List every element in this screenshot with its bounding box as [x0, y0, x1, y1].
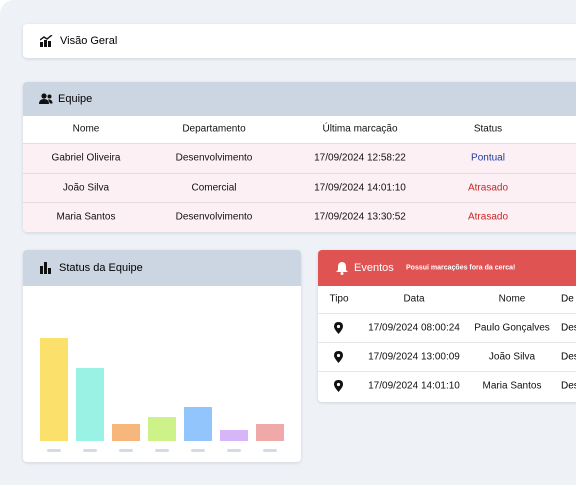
x-label-placeholder	[191, 449, 205, 452]
table-cell: Paulo Gonçalves	[474, 322, 550, 334]
table-row	[318, 342, 576, 372]
table-cell: 17/09/2024 14:01:10	[314, 182, 406, 193]
column-header: Departamento	[182, 123, 246, 135]
page-title: Visão Geral	[60, 35, 118, 47]
column-header: Status	[473, 123, 503, 135]
overview-bar: Visão Geral	[23, 24, 576, 58]
table-row	[23, 172, 576, 203]
users-icon	[39, 93, 53, 104]
table-cell: Des	[561, 351, 576, 363]
table-cell: 17/09/2024 08:00:24	[368, 322, 460, 334]
x-label-placeholder	[83, 449, 97, 452]
column-header: Data	[403, 293, 425, 305]
x-label-placeholder	[155, 449, 169, 452]
status-cell: Atrasado	[467, 182, 509, 193]
table-cell: 17/09/2024 14:01:10	[368, 380, 460, 392]
chart-icon	[40, 35, 53, 47]
table-cell: João Silva	[488, 351, 536, 363]
column-header: Nome	[72, 123, 100, 135]
bar	[256, 424, 284, 441]
table-row	[318, 371, 576, 401]
column-header: De	[561, 293, 574, 305]
bell-icon	[336, 262, 348, 275]
events-alert: Possui marcações fora da cerca!	[406, 264, 516, 272]
column-header: Nome	[498, 293, 526, 305]
table-row	[23, 202, 576, 232]
bar	[40, 338, 68, 441]
pin-icon	[334, 380, 343, 392]
events-title: Eventos	[354, 262, 394, 274]
chart	[40, 338, 284, 452]
chart-title: Status da Equipe	[59, 262, 143, 274]
table-row	[23, 143, 576, 173]
events-card: Eventos Possui marcações fora da cerca! …	[318, 250, 576, 402]
table-cell: Desenvolvimento	[175, 211, 253, 223]
status-cell: Atrasado	[467, 211, 509, 223]
column-header: Tipo	[329, 293, 349, 305]
table-cell: Des	[561, 380, 576, 392]
x-label-placeholder	[227, 449, 241, 452]
team-card: Equipe Nome Departamento Última marcação St…	[23, 82, 576, 232]
table-cell: João Silva	[62, 182, 110, 193]
bar	[76, 368, 104, 441]
column-header: Última marcação	[322, 123, 398, 135]
table-cell: Maria Santos	[482, 380, 542, 392]
team-title: Equipe	[58, 93, 93, 105]
bar-icon	[40, 262, 51, 274]
table-cell: 17/09/2024 12:58:22	[314, 152, 406, 164]
bar	[148, 417, 176, 441]
events-header: Eventos Possui marcações fora da cerca!	[318, 250, 576, 286]
x-label-placeholder	[119, 449, 133, 452]
bar	[112, 424, 140, 441]
table-cell: Gabriel Oliveira	[51, 152, 121, 164]
pin-icon	[334, 351, 343, 363]
table-cell: 17/09/2024 13:30:52	[314, 211, 406, 223]
status-card: Status da Equipe	[23, 250, 301, 462]
table-cell: Maria Santos	[56, 211, 116, 223]
status-cell: Pontual	[471, 152, 505, 164]
bar	[184, 407, 212, 441]
bar	[220, 430, 248, 441]
table-cell: 17/09/2024 13:00:09	[368, 351, 460, 363]
table-cell: Des	[561, 322, 576, 334]
table-row	[318, 313, 576, 343]
status-header: Status da Equipe	[23, 250, 301, 286]
table-cell: Comercial	[191, 182, 237, 193]
x-label-placeholder	[47, 449, 61, 452]
table-cell: Desenvolvimento	[175, 152, 253, 164]
pin-icon	[334, 322, 343, 334]
team-header: Equipe	[23, 82, 576, 116]
x-label-placeholder	[263, 449, 277, 452]
